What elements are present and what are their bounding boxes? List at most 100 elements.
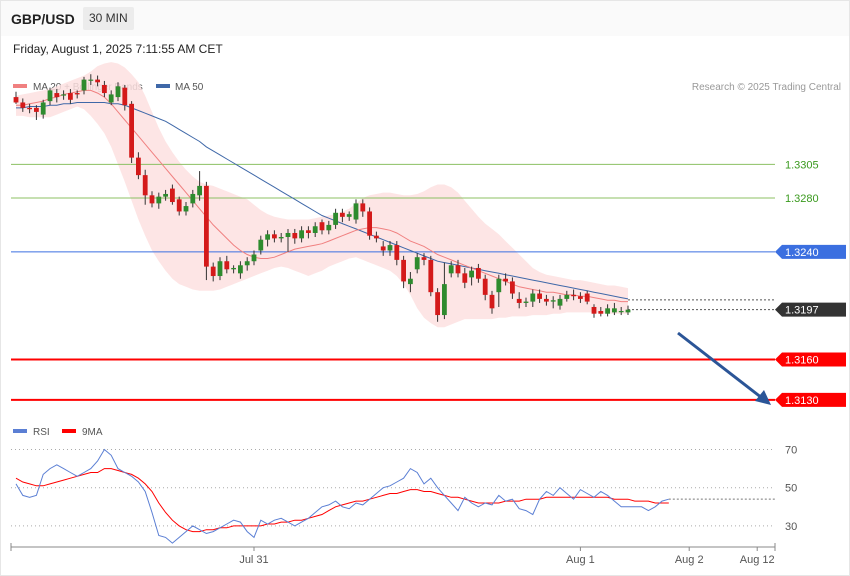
candle-body: [108, 94, 114, 103]
level-label-1-3240: 1.3240: [785, 247, 819, 259]
legend-rsi-ma-swatch: [62, 429, 76, 433]
rsi-ma-line: [15, 468, 669, 533]
ma50-line: [16, 102, 629, 300]
bollinger-layer: [16, 62, 628, 328]
candle-body: [27, 107, 32, 110]
x-ticks-layer: Jul 31 Aug 1 Aug 2 Aug 12: [239, 547, 775, 566]
candle-body: [170, 188, 175, 203]
candle-body: [13, 97, 19, 103]
candle-body: [306, 230, 311, 233]
candle-body: [136, 157, 141, 176]
candle-body: [244, 261, 250, 266]
x-tick-label: Aug 12: [740, 554, 775, 566]
chart-header: [1, 1, 849, 36]
candle-body: [550, 300, 556, 302]
rsi-tick-label-70: 70: [785, 445, 797, 457]
level-label-1-3197: 1.3197: [785, 305, 819, 317]
legend-ma20-swatch: [13, 84, 27, 88]
price-labels-layer: 1.3305 1.3280 1.3240 1.3197 1.3160 1.3130: [775, 159, 846, 407]
candle-body: [428, 259, 434, 293]
candle-body: [455, 265, 461, 274]
candle-body: [353, 203, 359, 220]
candle-body: [333, 212, 338, 225]
candle-body: [584, 293, 590, 302]
candle-body: [149, 195, 155, 204]
level-label-1-3130: 1.3130: [785, 395, 819, 407]
legend-rsi-swatch: [13, 429, 27, 433]
candle-body: [510, 281, 515, 294]
rsi-tick-label-50: 50: [785, 483, 797, 495]
candle-body: [374, 235, 379, 239]
symbol-label: GBP/USD: [11, 11, 75, 27]
candle-body: [142, 175, 148, 196]
candle-body: [482, 278, 488, 295]
candle-body: [625, 309, 631, 313]
candle-body: [340, 212, 345, 217]
candle-body: [489, 294, 495, 309]
candle-body: [312, 226, 318, 233]
candle-body: [326, 224, 332, 231]
chart-datetime: Friday, August 1, 2025 7:11:55 AM CET: [13, 42, 223, 56]
candle-body: [346, 214, 352, 217]
candle-body: [122, 87, 128, 106]
candle-body: [176, 199, 182, 212]
candle-body: [414, 257, 420, 270]
candle-body: [278, 237, 284, 239]
candle-body: [421, 257, 427, 260]
legend-rsi-label: RSI: [33, 427, 50, 438]
timeframe-button[interactable]: 30 MIN: [83, 7, 134, 30]
candle-body: [88, 79, 94, 81]
candle-body: [81, 79, 87, 91]
legend-ma50-swatch: [156, 84, 170, 88]
levels-layer: [11, 163, 775, 401]
candle-body: [163, 193, 168, 197]
candle-body: [516, 298, 522, 303]
candle-body: [231, 267, 236, 270]
candle-body: [272, 234, 277, 239]
level-label-1-3160: 1.3160: [785, 354, 819, 366]
candle-body: [503, 278, 508, 282]
candle-body: [265, 234, 270, 240]
x-tick-label: Jul 31: [239, 554, 268, 566]
ma20-line: [16, 89, 628, 303]
candle-body: [299, 230, 304, 239]
candle-body: [571, 294, 576, 297]
level-tag-1-3197: [775, 302, 846, 317]
candle-body: [95, 79, 100, 83]
candle-body: [115, 86, 121, 98]
candle-body: [61, 94, 66, 96]
candle-body: [442, 284, 447, 316]
level-tag-1-3130: [775, 392, 846, 407]
candle-body: [54, 93, 60, 98]
level-tag-1-3240: [775, 244, 846, 259]
candle-body: [496, 278, 502, 293]
legend-ma50-label: MA 50: [175, 82, 204, 93]
candle-body: [476, 267, 481, 279]
candle-body: [204, 185, 209, 267]
candle-body: [238, 265, 243, 274]
candle-body: [197, 185, 202, 196]
candle-body: [557, 298, 563, 306]
bollinger-band-area: [16, 62, 628, 328]
candle-body: [68, 93, 73, 100]
candle-body: [523, 301, 529, 303]
candle-body: [217, 261, 223, 277]
candle-body: [34, 107, 39, 112]
level-label-1-3305: 1.3305: [785, 159, 819, 171]
candle-body: [224, 261, 230, 270]
candle-body: [258, 239, 264, 251]
x-tick-label: Aug 2: [675, 554, 704, 566]
candle-body: [156, 196, 162, 204]
projection-arrow-line: [677, 331, 763, 400]
candle-body: [102, 84, 107, 94]
candle-body: [20, 102, 26, 108]
candle-body: [129, 103, 134, 158]
chart-credit: Research © 2025 Trading Central: [692, 82, 841, 93]
candle-body: [448, 265, 454, 274]
projection-arrow-head: [755, 390, 771, 405]
candle-body: [564, 294, 570, 299]
level-label-1-3280: 1.3280: [785, 193, 819, 205]
rsi-tick-label-30: 30: [785, 521, 797, 533]
candle-body: [210, 266, 216, 277]
candle-body: [285, 232, 291, 238]
